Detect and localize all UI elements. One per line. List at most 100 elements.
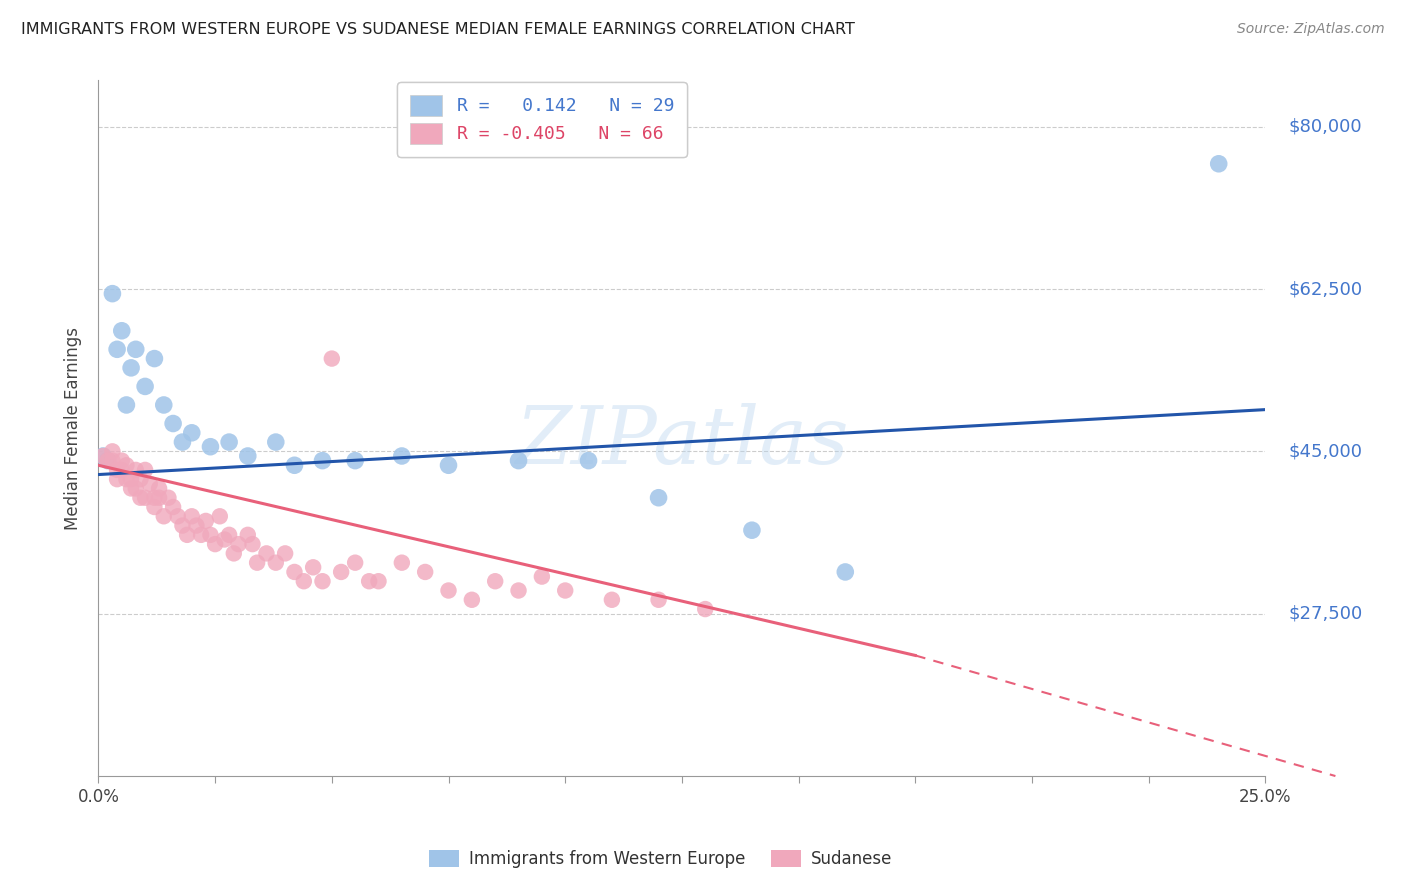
Point [101, 286, 124, 301]
Point [283, 458, 305, 473]
Point [125, 463, 148, 477]
Point [242, 537, 264, 551]
Point [105, 463, 128, 477]
Point [508, 453, 530, 467]
Point [97, 453, 120, 467]
Point [120, 360, 142, 375]
Point [311, 453, 333, 467]
Point [214, 533, 236, 547]
Point [292, 574, 315, 589]
Point [367, 574, 389, 589]
Point [359, 574, 381, 589]
Y-axis label: Median Female Earnings: Median Female Earnings [65, 326, 83, 530]
Point [330, 565, 353, 579]
Point [578, 453, 600, 467]
Point [391, 449, 413, 463]
Point [283, 565, 305, 579]
Point [647, 491, 669, 505]
Point [264, 435, 287, 450]
Point [148, 491, 170, 505]
Point [166, 509, 188, 524]
Text: $80,000: $80,000 [1289, 118, 1362, 136]
Point [120, 482, 142, 496]
Point [461, 592, 484, 607]
Point [120, 472, 142, 486]
Point [484, 574, 506, 589]
Point [321, 351, 343, 366]
Point [111, 463, 134, 477]
Point [115, 458, 138, 473]
Point [190, 528, 212, 542]
Point [115, 398, 138, 412]
Point [274, 546, 297, 560]
Point [218, 528, 240, 542]
Point [143, 491, 166, 505]
Legend: R =   0.142   N = 29, R = -0.405   N = 66: R = 0.142 N = 29, R = -0.405 N = 66 [396, 82, 686, 157]
Point [222, 546, 245, 560]
Point [162, 417, 184, 431]
Point [152, 398, 174, 412]
Point [157, 491, 180, 505]
Point [129, 472, 152, 486]
Point [302, 560, 325, 574]
Point [508, 583, 530, 598]
Point [97, 453, 120, 467]
Point [180, 425, 202, 440]
Point [695, 602, 717, 616]
Point [647, 592, 669, 607]
Point [194, 514, 217, 528]
Text: IMMIGRANTS FROM WESTERN EUROPE VS SUDANESE MEDIAN FEMALE EARNINGS CORRELATION CH: IMMIGRANTS FROM WESTERN EUROPE VS SUDANE… [21, 22, 855, 37]
Point [125, 482, 148, 496]
Point [143, 500, 166, 514]
Point [228, 537, 250, 551]
Point [115, 472, 138, 486]
Point [204, 537, 226, 551]
Point [1208, 157, 1230, 171]
Point [834, 565, 856, 579]
Point [344, 556, 367, 570]
Point [105, 472, 128, 486]
Point [200, 440, 222, 454]
Point [180, 509, 202, 524]
Point [101, 444, 124, 458]
Point [186, 518, 208, 533]
Point [152, 509, 174, 524]
Point [200, 528, 222, 542]
Point [111, 453, 134, 467]
Point [236, 449, 259, 463]
Point [437, 583, 460, 598]
Point [236, 528, 259, 542]
Point [391, 556, 413, 570]
Point [172, 518, 194, 533]
Point [134, 463, 156, 477]
Point [172, 435, 194, 450]
Point [344, 453, 367, 467]
Point [600, 592, 623, 607]
Point [134, 379, 156, 393]
Point [139, 476, 162, 491]
Text: $45,000: $45,000 [1289, 442, 1362, 460]
Text: $27,500: $27,500 [1289, 605, 1362, 623]
Point [105, 343, 128, 357]
Point [125, 343, 148, 357]
Point [554, 583, 576, 598]
Point [530, 569, 553, 583]
Point [256, 546, 278, 560]
Point [246, 556, 269, 570]
Point [148, 482, 170, 496]
Text: $62,500: $62,500 [1289, 280, 1362, 298]
Point [208, 509, 231, 524]
Point [218, 435, 240, 450]
Point [741, 523, 763, 537]
Point [101, 453, 124, 467]
Point [176, 528, 198, 542]
Point [162, 500, 184, 514]
Point [437, 458, 460, 473]
Point [413, 565, 436, 579]
Text: ZIPatlas: ZIPatlas [515, 403, 849, 481]
Point [91, 449, 114, 463]
Legend: Immigrants from Western Europe, Sudanese: Immigrants from Western Europe, Sudanese [423, 843, 898, 875]
Text: Source: ZipAtlas.com: Source: ZipAtlas.com [1237, 22, 1385, 37]
Point [111, 324, 134, 338]
Point [129, 491, 152, 505]
